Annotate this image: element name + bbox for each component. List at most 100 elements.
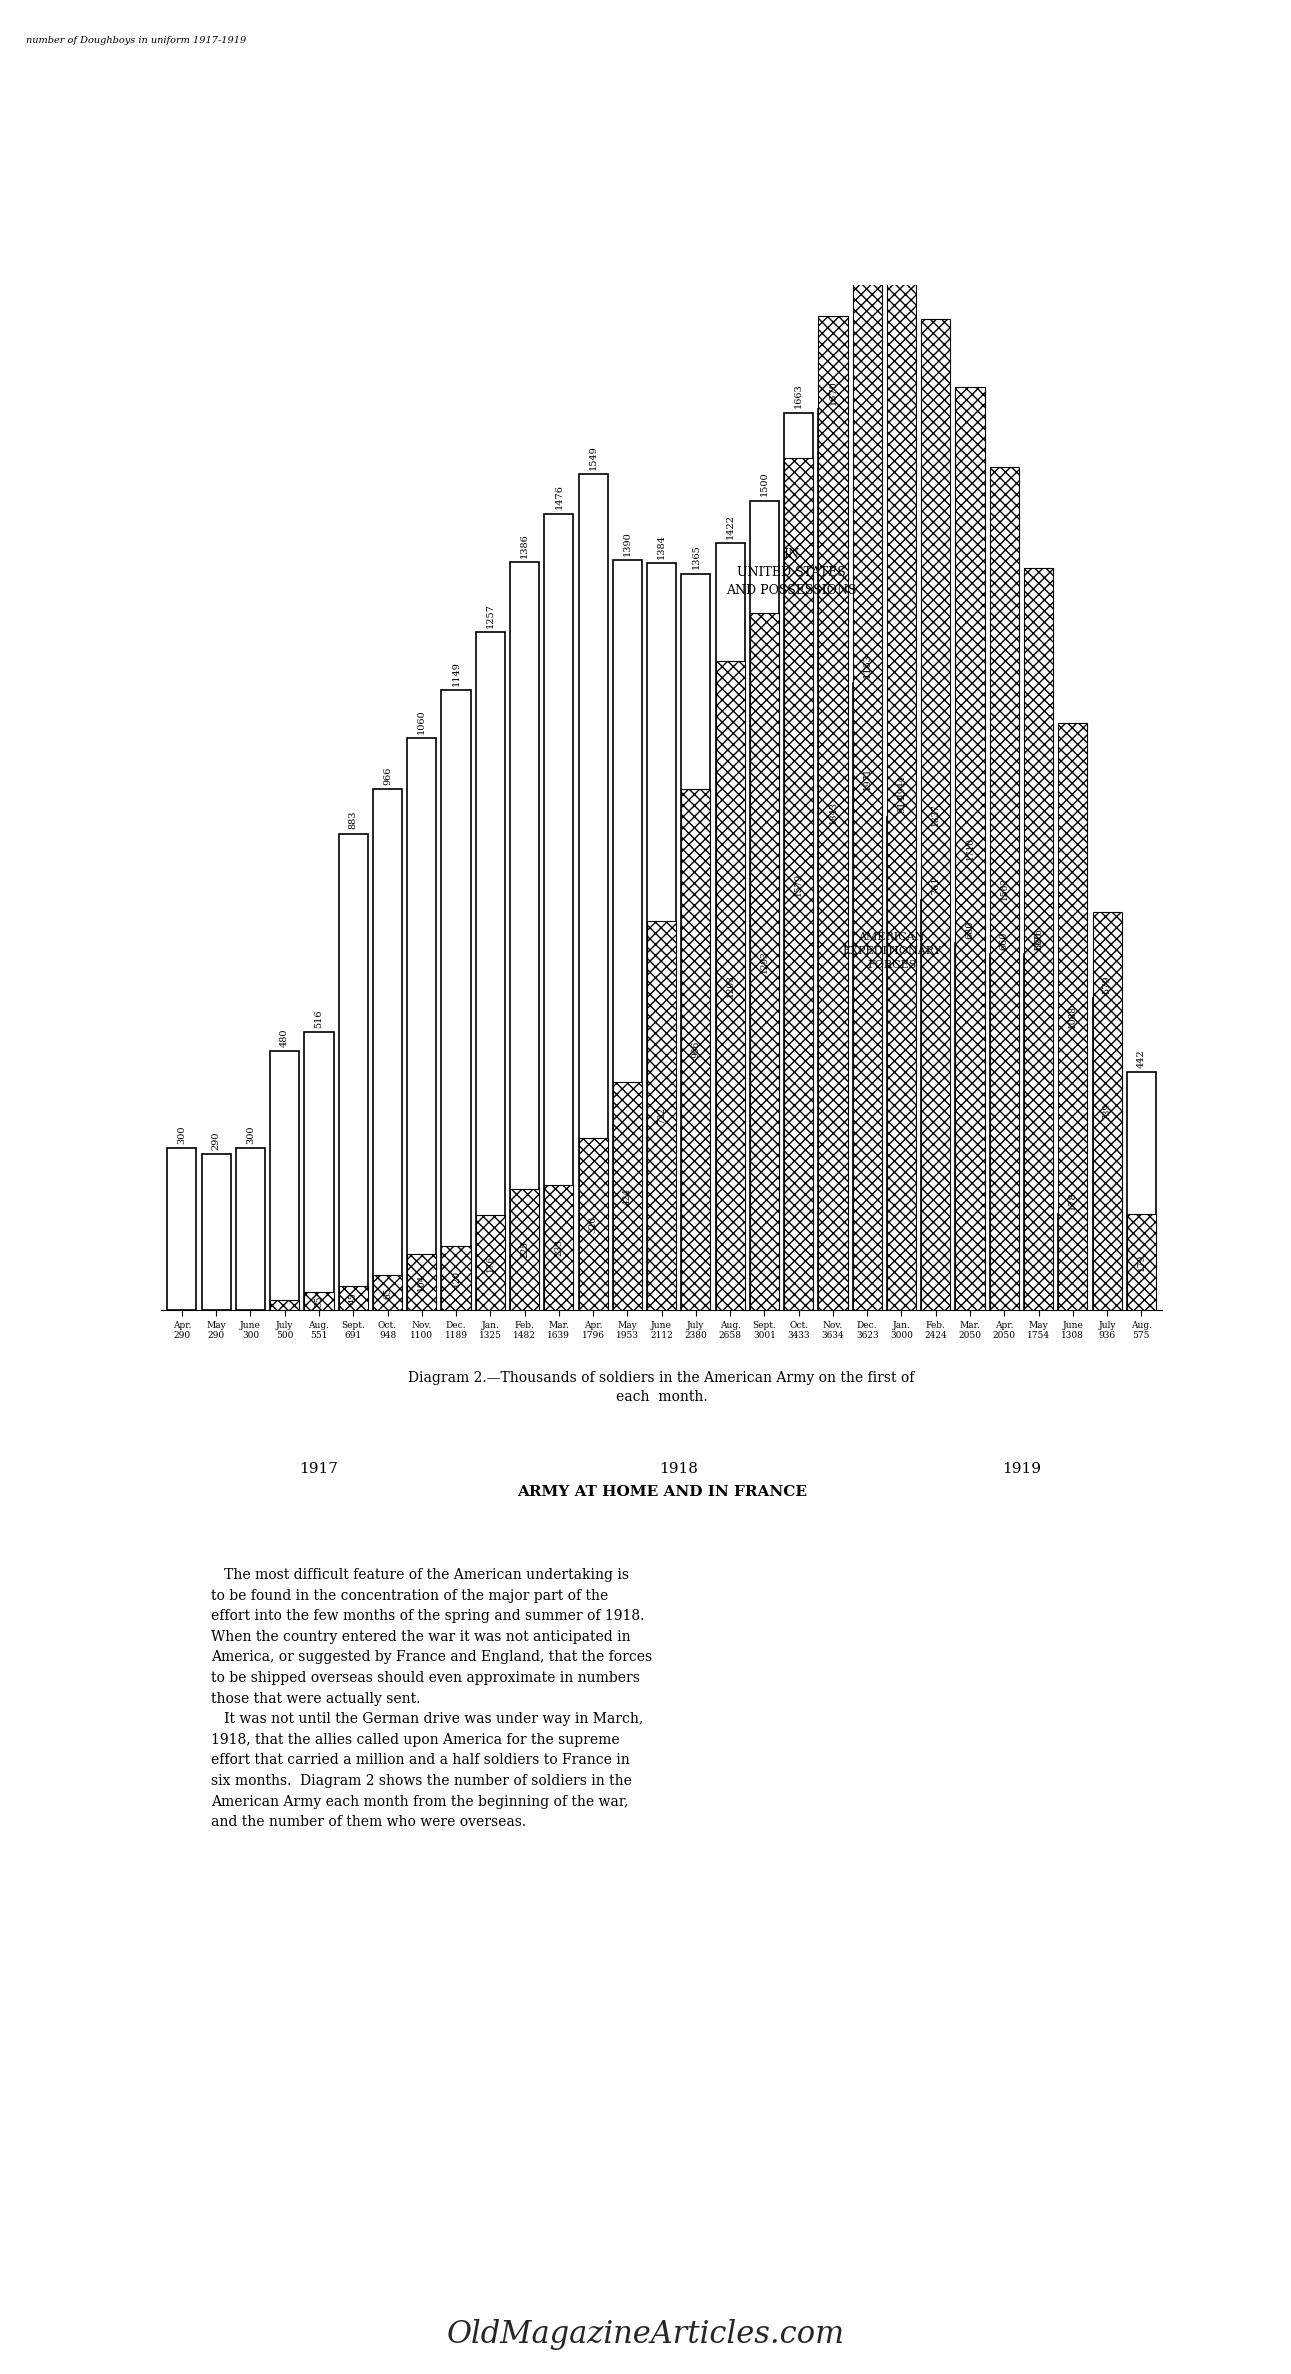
Text: 1918: 1918 [660, 1462, 698, 1477]
Text: 1919: 1919 [1002, 1462, 1041, 1477]
Bar [1059, 724, 1087, 1310]
Text: 680: 680 [966, 921, 975, 940]
Bar [545, 513, 573, 1310]
Text: 516: 516 [315, 1009, 324, 1028]
Text: 1365: 1365 [692, 544, 701, 570]
Bar [510, 563, 540, 1310]
Text: 914: 914 [897, 795, 906, 812]
Bar [887, 261, 917, 1310]
Text: IN
UNITED STATES
AND POSSESSIONS: IN UNITED STATES AND POSSESSIONS [727, 548, 857, 596]
Bar [990, 954, 1019, 1310]
Bar [715, 544, 745, 1310]
Text: 1500: 1500 [760, 472, 769, 496]
Text: 424: 424 [622, 1187, 631, 1204]
Bar [613, 560, 642, 1310]
Text: 761: 761 [931, 876, 940, 895]
Text: number of Doughboys in uniform 1917-1919: number of Doughboys in uniform 1917-1919 [26, 36, 247, 45]
Text: 178: 178 [1069, 1192, 1077, 1211]
Text: 300: 300 [247, 1125, 254, 1144]
Text: 1390: 1390 [622, 532, 631, 556]
Text: 1562: 1562 [999, 878, 1008, 900]
Bar [1024, 567, 1053, 1310]
Bar [1127, 1213, 1155, 1310]
Text: 966: 966 [383, 767, 392, 786]
Bar [784, 458, 813, 1310]
Text: 290: 290 [212, 1130, 221, 1149]
Bar [201, 1154, 231, 1310]
Text: 35: 35 [315, 1296, 324, 1306]
Text: 176: 176 [485, 1253, 494, 1272]
Bar [1092, 997, 1122, 1310]
Bar [476, 1215, 505, 1310]
Bar [545, 1185, 573, 1310]
Text: 1163: 1163 [862, 653, 871, 679]
Bar [613, 1083, 642, 1310]
Text: 233: 233 [554, 1239, 563, 1256]
Text: 1670: 1670 [829, 380, 838, 404]
Text: 660: 660 [1034, 931, 1043, 950]
Bar [578, 475, 608, 1310]
Bar [682, 788, 710, 1310]
Bar [852, 247, 882, 1310]
Text: 320: 320 [589, 1215, 598, 1232]
Text: 579: 579 [1103, 976, 1112, 995]
Bar [955, 387, 985, 1310]
Text: 1384: 1384 [657, 534, 666, 558]
Bar [476, 631, 505, 1310]
Bar [442, 691, 471, 1310]
Bar [750, 501, 778, 1310]
Bar [305, 1033, 333, 1310]
Bar [682, 575, 710, 1310]
Bar [922, 318, 950, 1310]
Text: 179: 179 [1137, 1253, 1146, 1270]
Text: 1088: 1088 [1069, 1004, 1077, 1028]
Text: 442: 442 [1137, 1049, 1146, 1068]
Bar [270, 1299, 300, 1310]
Text: 300: 300 [177, 1125, 186, 1144]
Bar [647, 921, 676, 1310]
Bar [407, 1253, 436, 1310]
Text: 1476: 1476 [554, 484, 563, 510]
Bar [887, 817, 917, 1310]
Text: 480: 480 [280, 1028, 289, 1047]
Bar [510, 1189, 540, 1310]
Bar [955, 942, 985, 1310]
Bar [270, 1052, 300, 1310]
Text: 1257: 1257 [485, 603, 494, 627]
Text: 225: 225 [520, 1242, 529, 1258]
Text: 104: 104 [417, 1275, 426, 1291]
Bar [1092, 912, 1122, 1310]
Text: 120: 120 [452, 1270, 461, 1287]
Bar [750, 612, 778, 1310]
Bar [784, 413, 813, 1310]
Text: 1149: 1149 [452, 660, 461, 686]
Text: OldMagazineArticles.com: OldMagazineArticles.com [447, 2319, 844, 2350]
Text: 1293: 1293 [760, 950, 769, 973]
Bar [852, 684, 882, 1310]
Text: 1422: 1422 [726, 513, 735, 539]
Bar [578, 1137, 608, 1310]
Text: 966: 966 [692, 1042, 701, 1059]
Bar [338, 1287, 368, 1310]
Bar [373, 788, 402, 1310]
Text: 1917: 1917 [300, 1462, 338, 1477]
Bar [407, 738, 436, 1310]
Text: 1971: 1971 [862, 767, 871, 791]
Text: 1710: 1710 [966, 838, 975, 859]
Bar [818, 316, 847, 1310]
Text: 660: 660 [999, 931, 1008, 950]
Bar [990, 468, 1019, 1310]
Text: AMERICAN
EXPEDITIONARY
FORCES: AMERICAN EXPEDITIONARY FORCES [842, 933, 941, 971]
Text: 1060: 1060 [417, 710, 426, 734]
Bar [373, 1275, 402, 1310]
Bar [305, 1291, 333, 1310]
Bar [168, 1149, 196, 1310]
Bar [1059, 1215, 1087, 1310]
Text: 65: 65 [383, 1287, 392, 1299]
Text: Diagram 2.—Thousands of soldiers in the American Army on the first of
each  mont: Diagram 2.—Thousands of soldiers in the … [408, 1370, 915, 1403]
Bar [922, 900, 950, 1310]
Text: The most difficult feature of the American undertaking is
to be found in the con: The most difficult feature of the Americ… [212, 1569, 652, 1830]
Text: ARMY AT HOME AND IN FRANCE: ARMY AT HOME AND IN FRANCE [516, 1484, 807, 1498]
Bar [1127, 1071, 1155, 1310]
Bar [647, 563, 676, 1310]
